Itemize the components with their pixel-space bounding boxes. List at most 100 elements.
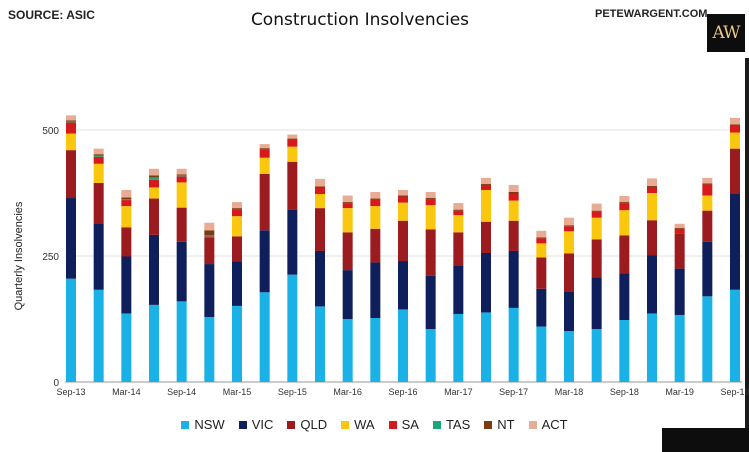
bar-segment xyxy=(591,239,602,278)
bar-segment xyxy=(453,209,464,211)
y-tick-label: 500 xyxy=(42,126,59,137)
bar-segment xyxy=(730,132,740,149)
source-label: SOURCE: ASIC xyxy=(8,8,95,22)
bar-segment xyxy=(702,296,713,382)
bar-segment xyxy=(287,146,298,162)
bar-segment xyxy=(398,196,408,203)
bar-segment xyxy=(591,329,602,382)
bar-segment xyxy=(370,199,381,207)
bar-segment xyxy=(564,291,574,332)
bar-segment xyxy=(232,261,242,306)
bar-segment xyxy=(287,138,298,140)
x-tick-label: Sep-18 xyxy=(610,387,639,397)
bar-segment xyxy=(259,230,270,293)
bar-segment xyxy=(453,265,464,314)
legend-item: WA xyxy=(341,417,375,432)
bar-segment xyxy=(232,209,242,217)
bar-segment xyxy=(536,326,547,382)
bar-segment xyxy=(232,236,242,262)
bar-segment xyxy=(93,223,104,290)
bar-segment xyxy=(93,148,104,155)
bar-segment xyxy=(536,243,547,258)
x-tick-label: Sep-15 xyxy=(278,387,307,397)
legend-swatch xyxy=(484,420,493,429)
bar-segment xyxy=(730,117,740,125)
bar-segment xyxy=(342,232,353,271)
legend-swatch xyxy=(238,420,247,429)
bar-segment xyxy=(66,150,76,199)
bar-segment xyxy=(370,206,381,229)
bar-segment xyxy=(674,228,685,234)
bar-segment xyxy=(453,210,464,216)
bar-segment xyxy=(481,252,491,313)
bar-segment xyxy=(342,202,353,204)
bar-segment xyxy=(619,235,630,274)
bar-segment xyxy=(315,208,325,251)
bar-segment xyxy=(730,289,740,382)
bar-segment xyxy=(730,124,740,126)
site-label: PETEWARGENT.COM xyxy=(595,8,708,20)
bar-segment xyxy=(508,184,519,192)
bar-segment xyxy=(204,235,215,237)
bar-segment xyxy=(564,226,574,232)
bar-segment xyxy=(647,185,657,187)
y-tick-label: 0 xyxy=(53,378,59,389)
bar-segment xyxy=(647,186,657,193)
bar-segment xyxy=(66,133,76,151)
bar-segment xyxy=(204,237,215,265)
bar-segment xyxy=(66,120,76,122)
bar-segment xyxy=(536,257,547,289)
bar-segment xyxy=(425,329,436,382)
bar-segment xyxy=(508,191,519,194)
legend-label: ACT xyxy=(541,417,568,432)
bar-segment xyxy=(453,232,464,266)
bar-segment xyxy=(508,307,519,382)
bar-segment xyxy=(287,209,298,275)
y-axis-title: Quarterly Insolvencies xyxy=(13,201,25,310)
bar-segment xyxy=(176,175,187,177)
bar-segment xyxy=(176,241,187,302)
bar-segment xyxy=(176,207,187,242)
legend-label: SA xyxy=(401,417,419,432)
bar-segment xyxy=(315,178,325,187)
bar-segment xyxy=(66,122,76,134)
bar-segment xyxy=(453,203,464,210)
bar-segment xyxy=(121,313,132,382)
bar-segment xyxy=(564,225,574,227)
legend-item: VIC xyxy=(238,417,273,432)
bar-segment xyxy=(315,250,325,307)
bar-segment xyxy=(508,220,519,251)
bar-segment xyxy=(259,157,270,174)
bar-segment xyxy=(370,262,381,318)
bar-segment xyxy=(481,184,491,190)
bar-segment xyxy=(591,210,602,212)
bar-segment xyxy=(149,175,159,178)
x-tick-label: Sep-13 xyxy=(56,387,85,397)
bar-segment xyxy=(149,179,159,188)
legend-item: TAS xyxy=(432,417,470,432)
bar-segment xyxy=(536,230,547,238)
bar-segment xyxy=(536,288,547,327)
bar-segment xyxy=(647,255,657,314)
bar-segment xyxy=(287,134,298,139)
bar-segment xyxy=(647,178,657,186)
bar-segment xyxy=(619,202,630,204)
x-tick-label: Mar-17 xyxy=(444,387,473,397)
bar-segment xyxy=(425,198,436,200)
bar-segment xyxy=(398,261,408,310)
bar-segment xyxy=(176,176,187,183)
legend-item: NT xyxy=(484,417,515,432)
bar-segment xyxy=(66,121,76,123)
bar-segment xyxy=(536,238,547,244)
bar-segment xyxy=(674,227,685,229)
bar-segment xyxy=(93,154,104,156)
bar-segment xyxy=(481,177,491,184)
bar-segment xyxy=(232,208,242,210)
bar-segment xyxy=(647,313,657,382)
bar-segment xyxy=(702,195,713,211)
bar-segment xyxy=(730,125,740,133)
y-tick-label: 250 xyxy=(42,252,59,263)
legend-label: QLD xyxy=(300,417,328,432)
bar-segment xyxy=(149,304,159,382)
bar-segment xyxy=(647,220,657,256)
